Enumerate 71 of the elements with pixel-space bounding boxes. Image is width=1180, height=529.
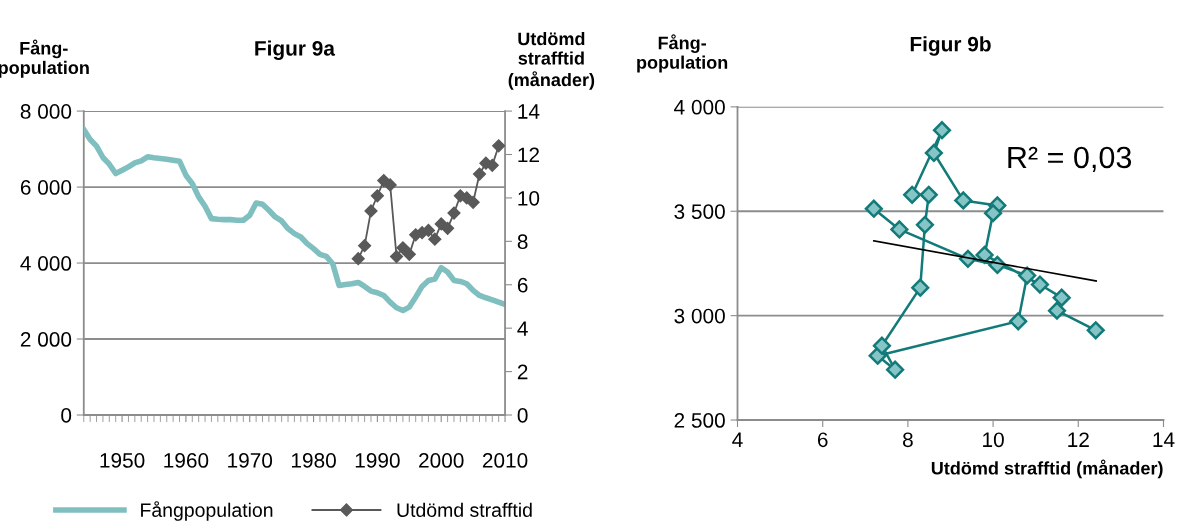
x-tick-label: 1960	[164, 453, 209, 468]
y2-tick-label: 0	[517, 408, 528, 423]
point	[983, 204, 1003, 223]
x-tick-label: 2000	[419, 453, 464, 468]
point	[441, 221, 455, 235]
x-axis-title: Utdömd strafftid (månader)	[931, 459, 1163, 479]
point	[915, 215, 935, 234]
legend-label: Fångpopulation	[141, 501, 273, 521]
y-tick-label: 4 000	[20, 256, 72, 271]
y-tick-label: 0	[61, 408, 72, 423]
y-tick-label: 2 500	[674, 413, 725, 428]
y2-tick-label: 12	[518, 147, 539, 163]
point	[903, 185, 922, 204]
y-axis-title: Fång- population	[637, 34, 728, 73]
point	[364, 204, 378, 218]
point	[472, 167, 487, 181]
point	[428, 232, 442, 246]
point	[886, 360, 905, 379]
y2-tick-label: 14	[518, 104, 540, 119]
y2-tick-label: 4	[517, 321, 528, 336]
point	[919, 185, 938, 204]
x-tick-label: 1990	[355, 453, 400, 468]
point	[1052, 288, 1071, 307]
point	[1047, 301, 1067, 320]
point	[466, 195, 480, 209]
annotation: R² = 0,03	[1008, 146, 1132, 172]
x-tick-label: 1970	[228, 453, 273, 468]
chart-title: Figur 9b	[910, 36, 991, 56]
point	[1009, 312, 1028, 331]
point	[890, 220, 909, 239]
point	[358, 239, 372, 253]
point	[954, 191, 973, 210]
point	[911, 278, 930, 297]
point	[492, 139, 506, 153]
x-tick-label: 12	[1068, 432, 1089, 447]
y2-axis-title: Utdömd strafftid (månader)	[508, 31, 595, 90]
x-tick-label: 10	[983, 432, 1004, 448]
y-tick-label: 6 000	[20, 180, 72, 195]
x-tick-label: 2010	[482, 453, 528, 468]
x-tick-label: 6	[817, 432, 828, 448]
y-tick-label: 2 000	[20, 332, 72, 347]
y-tick-label: 3 000	[674, 308, 725, 324]
y-tick-label: 3 500	[674, 204, 725, 219]
point	[447, 206, 461, 220]
x-tick-label: 4	[732, 432, 743, 447]
point	[383, 178, 397, 192]
y-tick-label: 8 000	[20, 104, 72, 119]
y2-tick-label: 2	[517, 364, 528, 380]
point	[370, 189, 384, 203]
point	[932, 121, 952, 140]
point	[872, 336, 892, 355]
x-tick-label: 8	[903, 432, 913, 448]
point	[924, 143, 943, 163]
point	[975, 245, 994, 264]
point	[389, 249, 404, 264]
y2-tick-label: 10	[518, 190, 540, 206]
x-tick-label: 1980	[291, 453, 336, 468]
point	[396, 241, 410, 255]
x-tick-label: 14	[1153, 432, 1175, 447]
x-tick-label: 1950	[100, 453, 145, 468]
point	[402, 247, 416, 261]
legend-label: Utdömd strafftid	[397, 502, 532, 517]
point	[351, 252, 365, 266]
y2-tick-label: 8	[517, 234, 528, 250]
y2-tick-label: 6	[517, 277, 528, 293]
y-tick-label: 4 000	[674, 99, 725, 115]
point	[864, 199, 883, 218]
point	[1018, 266, 1037, 285]
chart-title: Figur 9a	[255, 40, 336, 60]
point	[1030, 275, 1050, 294]
point	[1086, 321, 1105, 340]
